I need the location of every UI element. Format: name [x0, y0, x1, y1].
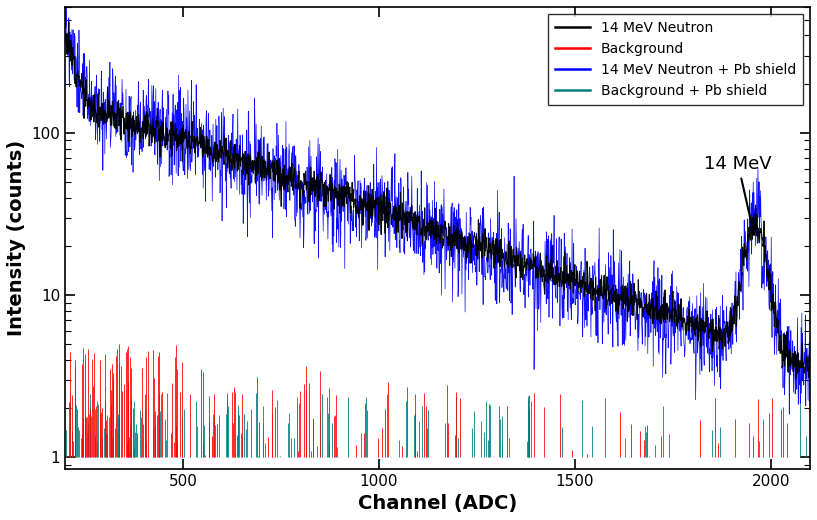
Y-axis label: Intensity (counts): Intensity (counts)	[7, 140, 26, 336]
Legend: 14 MeV Neutron, Background, 14 MeV Neutron + Pb shield, Background + Pb shield: 14 MeV Neutron, Background, 14 MeV Neutr…	[548, 14, 803, 105]
Text: 14 MeV: 14 MeV	[704, 155, 772, 235]
X-axis label: Channel (ADC): Channel (ADC)	[358, 494, 517, 513]
